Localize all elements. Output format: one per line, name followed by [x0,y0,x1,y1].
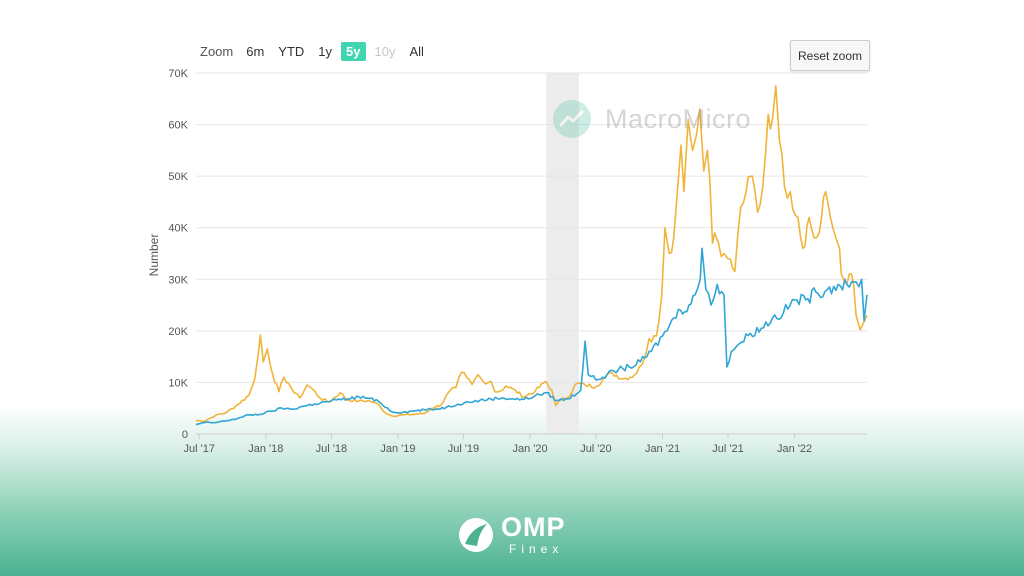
x-axis: Jul '17 Jan '18 Jul '18 Jan '19 Jul '19 Jan '… [184,434,812,455]
y-tick-label: 70K [168,68,188,80]
x-tick-label: Jan '18 [248,443,283,455]
zoom-5y-button[interactable]: 5y [341,41,366,61]
trend-line-icon [553,100,591,138]
y-tick-label: 50K [168,171,188,183]
brand-logo: OMP Finex [457,514,566,555]
x-tick-label: Jul '20 [580,443,611,455]
x-tick-label: Jul '19 [448,443,479,455]
x-tick-label: Jan '19 [380,443,415,455]
x-tick-label: Jul '21 [712,443,743,455]
series-layer [195,85,868,426]
omp-logo-icon [459,517,493,552]
y-tick-label: 40K [168,223,188,235]
watermark: MacroMicro [553,100,751,138]
zoom-label: Zoom [200,43,234,59]
x-tick-label: Jan '21 [645,443,680,455]
brand-name: OMP [501,512,566,542]
highlight-band [546,73,579,434]
y-axis: 0 10K 20K 30K 40K 50K 60K 70K [168,68,188,441]
brand-subtitle: Finex [509,542,564,556]
y-tick-label: 0 [182,429,188,441]
series-line-gold [195,85,868,423]
x-tick-label: Jul '18 [316,443,347,455]
x-tick-label: Jan '20 [512,443,547,455]
watermark-text: MacroMicro [605,103,752,134]
y-tick-label: 20K [168,326,188,338]
grid [196,72,867,383]
x-tick-label: Jan '22 [777,443,812,455]
zoom-bar: Zoom 6m YTD 1y 5y 10y All [200,40,433,62]
zoom-1y-button[interactable]: 1y [318,43,333,59]
x-tick-label: Jul '17 [184,443,215,455]
zoom-all-button[interactable]: All [409,43,424,59]
zoom-ytd-button[interactable]: YTD [278,43,305,59]
zoom-10y-button: 10y [374,43,396,59]
y-tick-label: 10K [168,377,188,389]
y-tick-label: 30K [168,274,188,286]
reset-zoom-button[interactable]: Reset zoom [790,40,870,71]
series-line-blue [195,247,868,426]
zoom-6m-button[interactable]: 6m [246,43,265,59]
y-axis-label: Number [147,234,161,277]
y-tick-label: 60K [168,120,188,132]
